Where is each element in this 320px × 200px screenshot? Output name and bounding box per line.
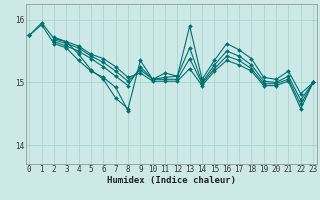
X-axis label: Humidex (Indice chaleur): Humidex (Indice chaleur)	[107, 176, 236, 185]
